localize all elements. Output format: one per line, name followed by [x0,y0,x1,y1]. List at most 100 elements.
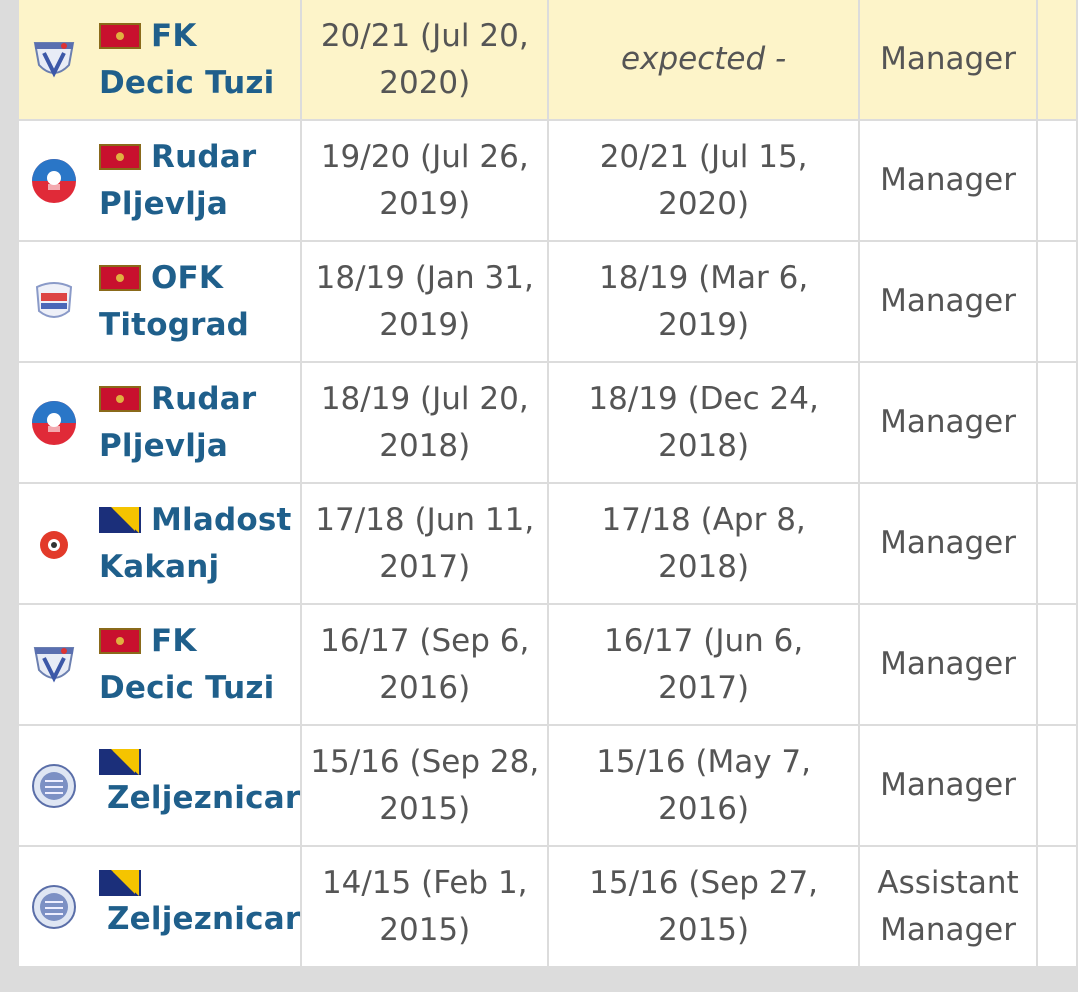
to-date-line1: 20/21 (Jul 15, [599,138,808,175]
role-line1: Assistant [877,864,1019,901]
to-cell: 15/16 (May 7, 2016) [547,724,861,847]
extra-cell [1036,0,1078,121]
rudar-crest-icon[interactable] [29,156,79,206]
to-date-line1: 16/17 (Jun 6, 2017) [604,622,804,706]
from-date-line1: 17/18 (Jun 11, [315,501,535,538]
role-line1: Manager [880,646,1016,682]
club-name-first[interactable]: Rudar [151,380,257,417]
extra-cell [1036,603,1078,726]
table-row: FK Decic Tuzi 16/17 (Sep 6, 2016) 16/17 … [16,603,1078,726]
club-cell: FK Decic Tuzi [16,0,303,121]
role-cell: Assistant Manager [858,845,1039,968]
extra-cell [1036,119,1078,242]
club-cell: Rudar Pljevlja [16,361,303,484]
from-date-line2: 2018) [379,427,471,464]
montenegro-flag-icon [99,265,141,291]
to-date-line2: 2020) [658,185,750,222]
from-date-line2: 2020) [379,64,471,101]
decic-crest-icon[interactable] [29,35,79,85]
from-date-line2: 2015) [379,911,471,948]
club-name-first[interactable]: OFK [151,259,224,296]
bosnia-flag-icon [99,870,141,896]
montenegro-flag-icon [99,628,141,654]
club-name-first[interactable]: FK [151,17,197,54]
club-name-second[interactable]: Decic Tuzi [99,669,275,706]
role-line1: Manager [880,525,1016,561]
role-cell: Manager [858,482,1039,605]
mladost-crest-icon[interactable] [29,519,79,569]
from-cell: 18/19 (Jul 20, 2018) [300,361,550,484]
role-cell: Manager [858,119,1039,242]
club-name-first[interactable]: Rudar [151,138,257,175]
role-cell: Manager [858,240,1039,363]
to-cell: 16/17 (Jun 6, 2017) [547,603,861,726]
club-name-first[interactable]: Mladost [151,501,292,538]
club-name-second[interactable]: Pljevlja [99,185,228,222]
club-name-second[interactable]: Zeljeznicar [107,780,301,816]
club-cell: Rudar Pljevlja [16,119,303,242]
from-date-line2: 2017) [379,548,471,585]
to-date-line1: 18/19 (Dec 24, [588,380,819,417]
to-date-line2: 2016) [658,790,750,827]
montenegro-flag-icon [99,386,141,412]
decic-crest-icon[interactable] [29,640,79,690]
table-row: Rudar Pljevlja 19/20 (Jul 26, 2019) 20/2… [16,119,1078,242]
from-cell: 18/19 (Jan 31, 2019) [300,240,550,363]
rudar-crest-icon[interactable] [29,398,79,448]
club-name-first[interactable]: FK [151,622,197,659]
role-cell: Manager [858,724,1039,847]
table-row: OFK Titograd 18/19 (Jan 31, 2019) 18/19 … [16,240,1078,363]
from-date-line1: 18/19 (Jan 31, [315,259,534,296]
zeljeznicar-crest-icon[interactable] [29,761,79,811]
extra-cell [1036,724,1078,847]
extra-cell [1036,845,1078,968]
from-date-line1: 19/20 (Jul 26, [320,138,529,175]
from-cell: 15/16 (Sep 28, 2015) [300,724,550,847]
club-name-second[interactable]: Decic Tuzi [99,64,275,101]
from-date-line2: 2016) [379,669,471,706]
role-line1: Manager [880,162,1016,198]
from-cell: 17/18 (Jun 11, 2017) [300,482,550,605]
club-name-second[interactable]: Pljevlja [99,427,228,464]
club-cell: FK Decic Tuzi [16,603,303,726]
to-date-line1: 15/16 (Sep 27, [589,864,819,901]
club-cell: Zeljeznicar [16,724,303,847]
montenegro-flag-icon [99,144,141,170]
from-date-line1: 16/17 (Sep 6, [320,622,530,659]
from-date-line1: 18/19 (Jul 20, [320,380,529,417]
role-line2: Manager [880,911,1016,948]
role-cell: Manager [858,603,1039,726]
to-date-line2: 2019) [658,306,750,343]
to-date-line1: 18/19 (Mar 6, [599,259,809,296]
to-cell: 15/16 (Sep 27, 2015) [547,845,861,968]
from-cell: 19/20 (Jul 26, 2019) [300,119,550,242]
role-line1: Manager [880,41,1016,77]
from-cell: 20/21 (Jul 20, 2020) [300,0,550,121]
from-cell: 16/17 (Sep 6, 2016) [300,603,550,726]
from-date-line1: 15/16 (Sep 28, [310,743,540,780]
to-cell: 18/19 (Mar 6, 2019) [547,240,861,363]
role-line1: Manager [880,283,1016,319]
table-row: Rudar Pljevlja 18/19 (Jul 20, 2018) 18/1… [16,361,1078,484]
club-name-second[interactable]: Titograd [99,306,250,343]
extra-cell [1036,482,1078,605]
to-date-line1: 17/18 (Apr 8, 2018) [601,501,806,585]
from-date-line1: 14/15 (Feb 1, [321,864,528,901]
role-cell: Manager [858,0,1039,121]
club-name-second[interactable]: Zeljeznicar [107,901,301,937]
table-row: Zeljeznicar 15/16 (Sep 28, 2015) 15/16 (… [16,724,1078,847]
table-row: Zeljeznicar 14/15 (Feb 1, 2015) 15/16 (S… [16,845,1078,968]
manager-career-table: FK Decic Tuzi 20/21 (Jul 20, 2020) expec… [16,0,1078,968]
to-date-line1: expected - [621,41,787,77]
to-date-line1: 15/16 (May 7, [596,743,812,780]
from-date-line2: 2019) [379,185,471,222]
to-cell: 20/21 (Jul 15, 2020) [547,119,861,242]
club-cell: OFK Titograd [16,240,303,363]
titograd-crest-icon[interactable] [29,277,79,327]
montenegro-flag-icon [99,23,141,49]
club-name-second[interactable]: Kakanj [99,548,220,585]
zeljeznicar-crest-icon[interactable] [29,882,79,932]
from-date-line2: 2015) [379,790,471,827]
from-cell: 14/15 (Feb 1, 2015) [300,845,550,968]
